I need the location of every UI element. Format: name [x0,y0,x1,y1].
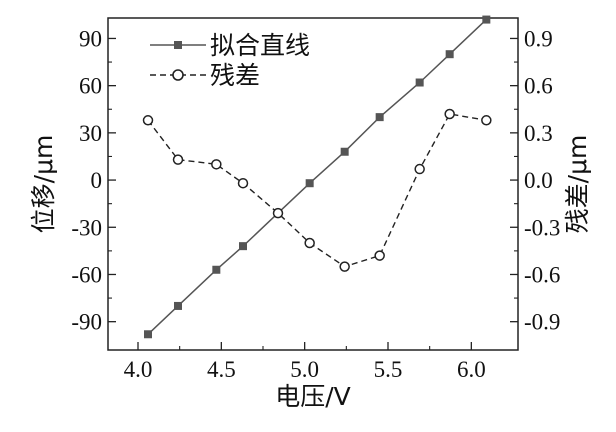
y-left-tick-label: -90 [71,310,102,335]
fit-point [239,242,247,251]
residual-point [339,261,350,272]
y-right-tick-label: -0.9 [524,310,560,335]
fit-point [482,15,491,24]
y-right-tick-label: 0.0 [524,168,553,193]
residual-point [444,108,455,120]
series-line-0 [147,19,487,335]
fit-point [174,301,182,310]
y-right-tick-label: 0.6 [524,74,553,99]
fit-point [212,265,221,274]
y-left-tick-label: 60 [79,74,102,99]
fit-point [415,78,424,87]
fit-point [340,147,349,156]
x-axis-label: 电压/V [275,382,351,411]
y-right-tick-label: 0.9 [524,26,553,51]
y-left-tick-label: 30 [79,121,102,146]
residual-point [414,163,425,175]
y-right-tick-label: 0.3 [524,121,553,146]
fit-point [305,179,314,188]
x-tick-label: 4.5 [207,357,236,382]
fit-point [445,50,454,59]
residual-point [142,115,154,126]
legend-label-0: 拟合直线 [210,31,310,60]
residual-point [237,177,249,189]
y-left-tick-label: 0 [91,168,103,193]
fit-point [375,113,384,122]
legend-marker-square [174,41,182,49]
y-axis-label-right: 残差/μm [563,135,592,234]
legend-label-1: 残差 [210,61,260,90]
y-right-tick-label: -0.6 [524,262,560,287]
y-right-tick-label: -0.3 [524,215,560,240]
residual-point [211,159,222,170]
fit-point [144,330,152,339]
x-tick-label: 6.0 [457,357,486,382]
y-left-tick-label: -60 [71,262,102,287]
x-tick-label: 4.0 [124,357,153,382]
series-line-1 [147,113,487,268]
x-tick-label: 5.0 [290,357,319,382]
residual-point [272,207,284,219]
y-left-tick-label: 90 [79,26,102,51]
y-axis-label-left: 位移/μm [29,135,58,234]
residual-point [481,115,492,126]
legend-marker-circle [172,69,184,81]
y-left-tick-label: -30 [71,215,102,240]
residual-point [172,154,184,165]
x-tick-label: 5.5 [374,357,403,382]
residual-point [304,237,315,249]
residual-point [374,250,385,261]
plot-frame [107,17,519,351]
